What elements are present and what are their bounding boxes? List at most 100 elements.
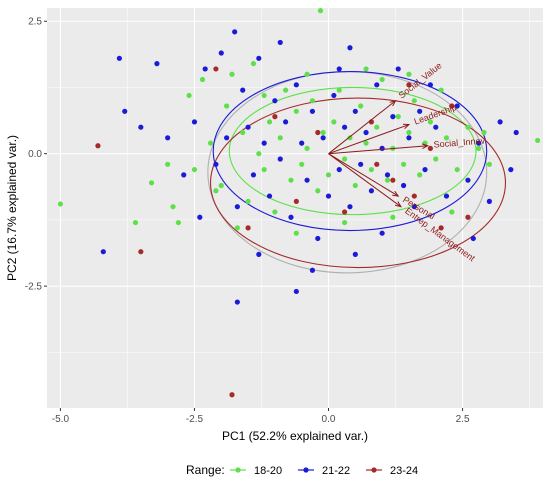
ellipse-18-20 [228, 86, 477, 216]
point-18-20 [358, 103, 364, 109]
grid-lines [47, 8, 543, 408]
ellipse-21-22 [212, 71, 488, 232]
point-21-22 [379, 145, 385, 151]
point-18-20 [465, 124, 471, 130]
point-18-20 [331, 119, 337, 125]
legend-label: 18-20 [254, 465, 282, 477]
point-21-22 [213, 161, 219, 167]
arrow-head [389, 99, 397, 107]
arrow-head [392, 190, 400, 197]
point-21-22 [400, 182, 407, 189]
y-axis-title: PC2 (16.7% explained var.) [5, 135, 19, 281]
point-21-22 [470, 235, 476, 242]
point-21-22 [277, 156, 283, 162]
point-18-20 [266, 119, 273, 125]
point-21-22 [309, 108, 316, 114]
point-18-20 [406, 129, 412, 136]
point-18-20 [368, 166, 375, 173]
point-21-22 [277, 39, 283, 46]
point-18-20 [336, 87, 342, 93]
y-tick-label: 0.0 [28, 149, 42, 160]
point-21-22 [406, 135, 412, 141]
point-18-20 [320, 129, 326, 136]
point-21-22 [154, 61, 160, 67]
point-21-22 [417, 108, 423, 114]
point-18-20 [384, 177, 391, 183]
point-21-22 [363, 129, 369, 136]
point-21-22 [433, 124, 439, 130]
point-18-20 [363, 140, 369, 146]
loading-arrow [328, 124, 410, 155]
point-18-20 [132, 219, 139, 226]
point-18-20 [250, 61, 257, 67]
y-axis-ticks: 2.5 0.0 -2.5 [25, 17, 47, 293]
point-18-20 [342, 219, 348, 226]
point-23-24 [427, 145, 433, 151]
point-18-20 [315, 188, 321, 194]
data-points [57, 8, 541, 398]
point-18-20 [240, 129, 246, 136]
point-18-20 [186, 92, 192, 99]
point-18-20 [165, 161, 171, 167]
point-23-24 [449, 103, 455, 109]
point-23-24 [293, 198, 299, 204]
point-21-22 [256, 55, 262, 61]
point-18-20 [438, 87, 444, 93]
point-21-22 [191, 119, 198, 125]
point-21-22 [304, 177, 310, 183]
point-21-22 [234, 299, 240, 305]
point-18-20 [224, 103, 230, 109]
point-18-20 [229, 71, 235, 77]
group-ellipses [207, 71, 507, 274]
point-18-20 [288, 177, 294, 183]
point-18-20 [277, 135, 283, 141]
point-21-22 [181, 172, 187, 178]
y-tick-label: 2.5 [28, 17, 42, 28]
point-21-22 [232, 29, 238, 35]
point-21-22 [245, 124, 251, 130]
point-18-20 [417, 172, 423, 178]
loading-arrow [328, 153, 402, 208]
point-18-20 [213, 188, 219, 194]
legend-label: 21-22 [322, 465, 350, 477]
point-18-20 [299, 161, 305, 167]
point-21-22 [347, 204, 353, 210]
point-21-22 [390, 114, 396, 120]
point-21-22 [395, 66, 401, 72]
arrow-head [421, 143, 429, 149]
point-23-24 [213, 66, 219, 72]
point-18-20 [476, 145, 482, 151]
y-tick-label: -2.5 [25, 282, 43, 293]
point-21-22 [384, 172, 391, 178]
point-21-22 [379, 230, 385, 236]
point-23-24 [95, 143, 101, 149]
legend-swatch [235, 467, 241, 473]
point-18-20 [395, 114, 401, 120]
point-23-24 [229, 392, 235, 398]
point-18-20 [454, 166, 460, 173]
point-21-22 [197, 214, 203, 220]
point-18-20 [374, 124, 380, 130]
point-21-22 [325, 193, 332, 199]
point-18-20 [379, 76, 385, 83]
point-21-22 [224, 135, 230, 141]
point-18-20 [261, 166, 267, 173]
point-21-22 [427, 82, 433, 88]
point-23-24 [411, 193, 417, 199]
point-21-22 [476, 140, 482, 146]
point-21-22 [352, 108, 358, 114]
point-21-22 [202, 66, 208, 72]
x-axis-title: PC1 (52.2% explained var.) [222, 429, 368, 443]
point-23-24 [315, 129, 321, 136]
point-21-22 [293, 288, 299, 295]
point-18-20 [199, 76, 206, 83]
point-21-22 [266, 193, 273, 199]
point-21-22 [315, 235, 321, 242]
x-tick-label: 0.0 [322, 414, 336, 425]
point-18-20 [261, 92, 267, 99]
point-23-24 [406, 82, 412, 88]
point-18-20 [363, 66, 369, 72]
point-18-20 [304, 71, 310, 77]
point-21-22 [299, 140, 305, 146]
point-18-20 [293, 230, 299, 236]
